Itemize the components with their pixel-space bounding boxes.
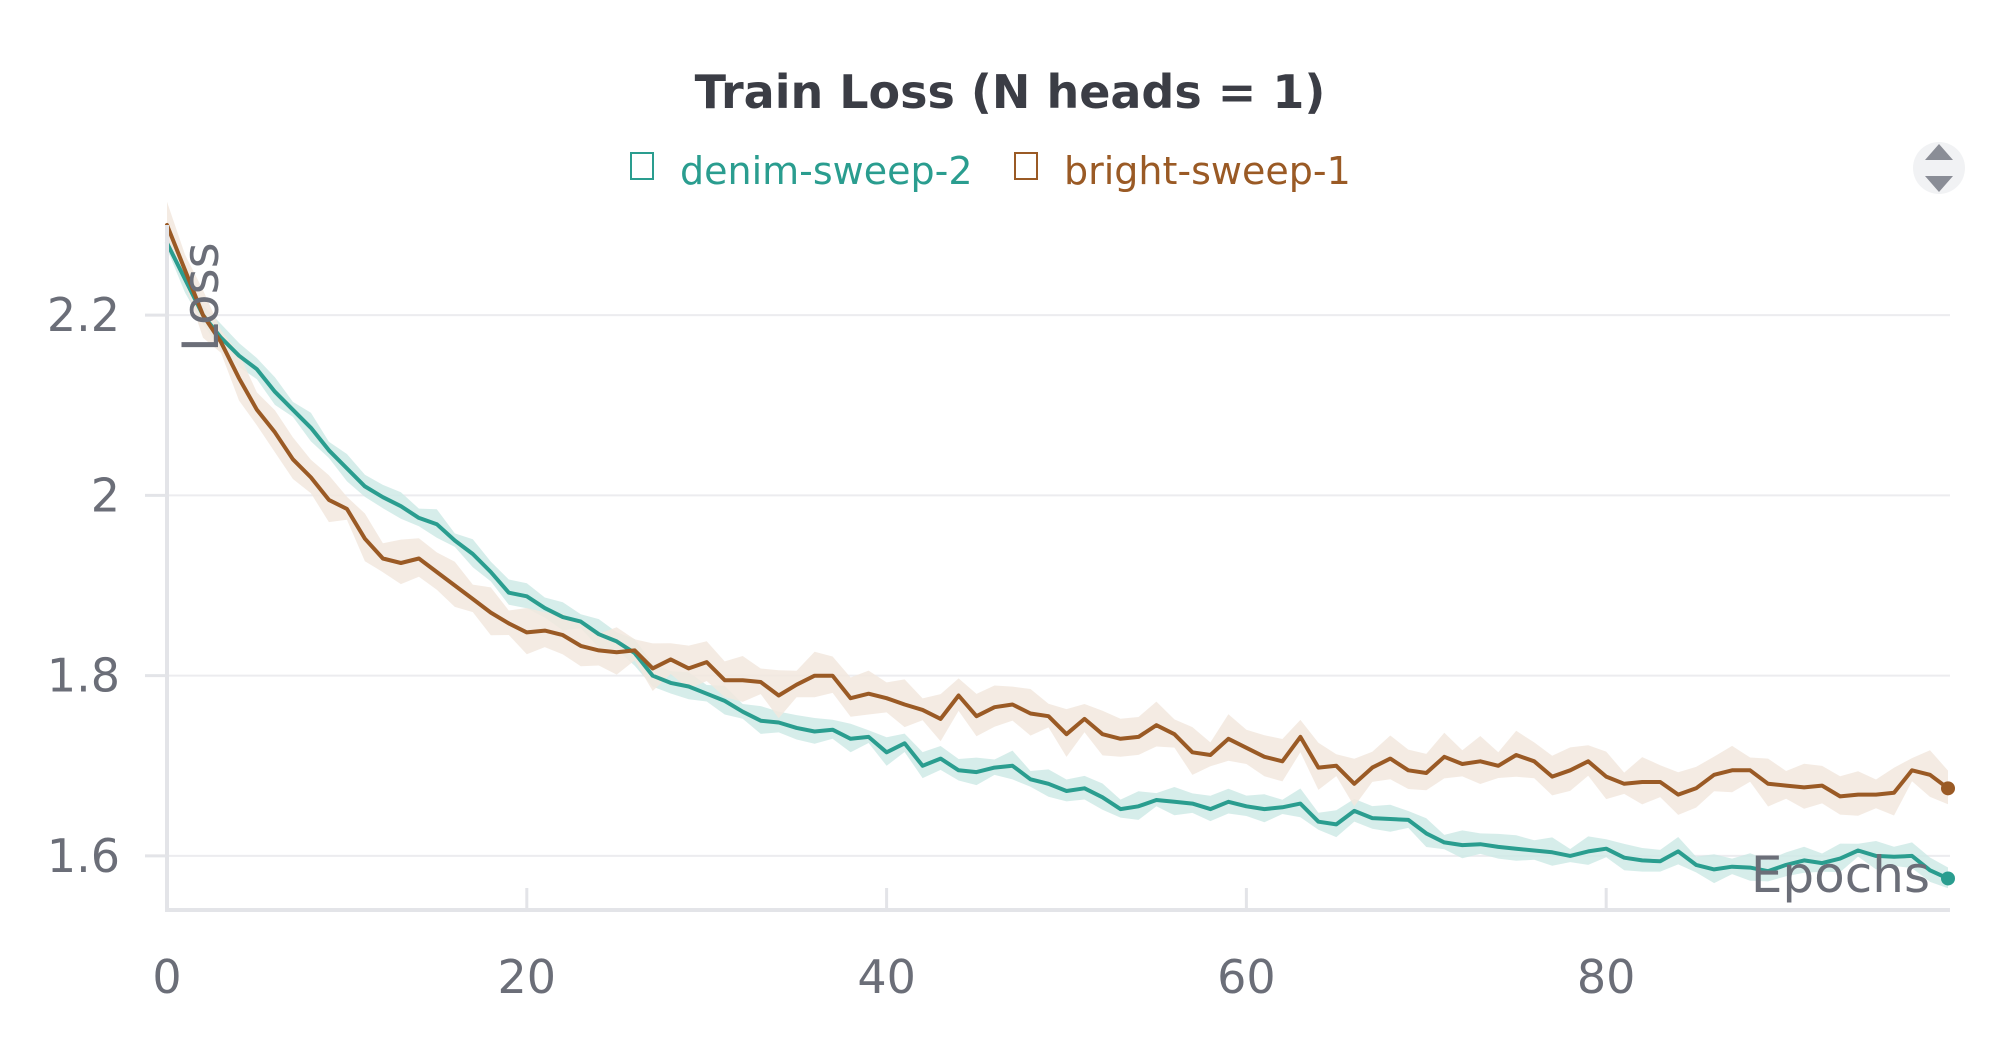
legend-scroll-background: [1913, 142, 1965, 194]
legend-entry-denim-sweep-2[interactable]: denim-sweep-2: [630, 149, 973, 193]
x-tick-label: 20: [498, 950, 557, 1004]
legend-marker-icon: [1014, 152, 1038, 180]
x-tick-label: 0: [152, 950, 181, 1004]
legend-entry-bright-sweep-1[interactable]: bright-sweep-1: [1014, 149, 1351, 193]
chart-legend: denim-sweep-2 bright-sweep-1: [630, 149, 1351, 193]
series-lines: [165, 223, 1950, 881]
y-tick-label: 1.8: [47, 649, 120, 703]
y-tick-label: 2: [91, 468, 120, 522]
chevron-down-icon[interactable]: [1925, 176, 1953, 192]
series-band-bright-sweep-1: [167, 201, 1948, 816]
y-tick-label: 1.6: [47, 829, 120, 883]
y-axis-title: Loss: [172, 242, 230, 352]
series-end-point-bright-sweep-1[interactable]: [1941, 781, 1955, 796]
y-tick-label: 2.2: [47, 288, 120, 342]
series-line-denim-sweep-2[interactable]: [165, 241, 1950, 881]
legend-label: bright-sweep-1: [1064, 149, 1351, 193]
axis-ticks: 1.6 1.8 2 2.2 0 20 40 60 80: [47, 288, 1636, 1004]
legend-scroll-control[interactable]: [1913, 142, 1965, 194]
x-tick-label: 80: [1577, 950, 1636, 1004]
series-end-point-denim-sweep-2[interactable]: [1941, 871, 1955, 886]
confidence-bands: [167, 201, 1948, 889]
x-tick-label: 60: [1217, 950, 1276, 1004]
series-line-bright-sweep-1[interactable]: [165, 223, 1950, 799]
chart-title: Train Loss (N heads = 1): [695, 65, 1326, 119]
legend-marker-icon: [630, 152, 654, 180]
x-axis-title: Epochs: [1751, 846, 1930, 904]
chevron-up-icon[interactable]: [1925, 144, 1953, 160]
x-tick-label: 40: [857, 950, 916, 1004]
series-end-markers: [1941, 781, 1955, 886]
legend-label: denim-sweep-2: [680, 149, 973, 193]
